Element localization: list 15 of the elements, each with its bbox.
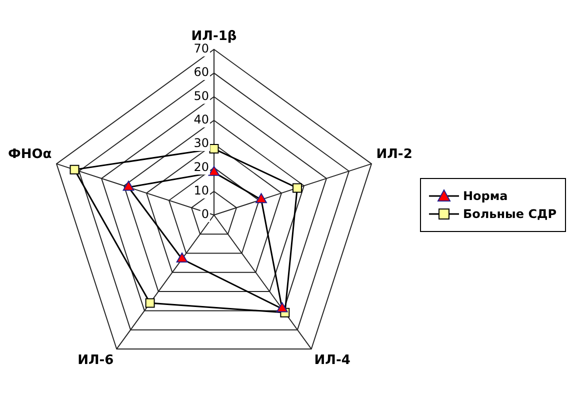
y-tick-label: 50 [194, 88, 209, 103]
y-tick-label: 20 [194, 160, 209, 174]
legend-label: Больные СДР [463, 207, 557, 221]
legend-label: Норма [463, 189, 508, 203]
spoke-label: ИЛ-6 [78, 353, 114, 368]
y-tick-label: 0 [201, 207, 209, 222]
spoke-label: ФНОα [8, 146, 52, 162]
y-tick-label: 40 [194, 112, 209, 126]
spoke-label: ИЛ-2 [376, 146, 412, 162]
y-tick-label: 10 [194, 183, 209, 198]
y-tick-label: 60 [194, 65, 209, 80]
y-tick-label: 70 [194, 42, 209, 56]
spoke-label: ИЛ-1β [191, 28, 237, 44]
y-tick-label: 30 [194, 136, 209, 150]
spoke-label: ИЛ-4 [314, 353, 350, 368]
